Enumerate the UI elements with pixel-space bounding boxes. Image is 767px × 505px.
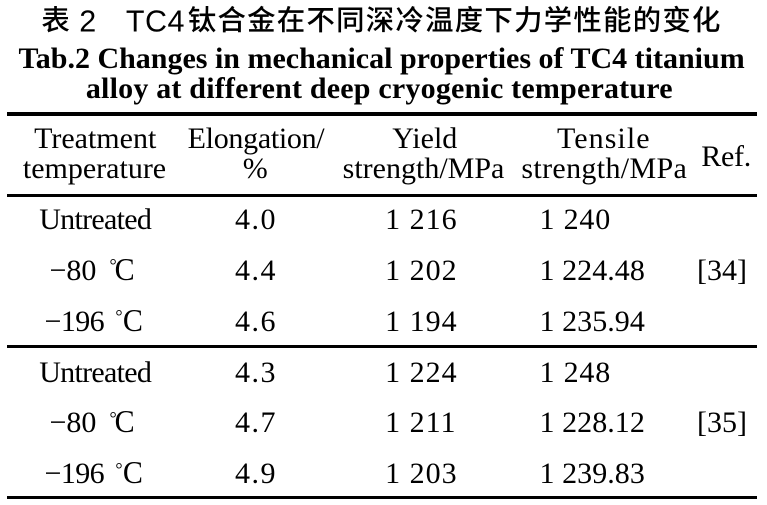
svg-text:2: 2	[79, 4, 96, 38]
svg-text:TC4: TC4	[126, 4, 185, 38]
